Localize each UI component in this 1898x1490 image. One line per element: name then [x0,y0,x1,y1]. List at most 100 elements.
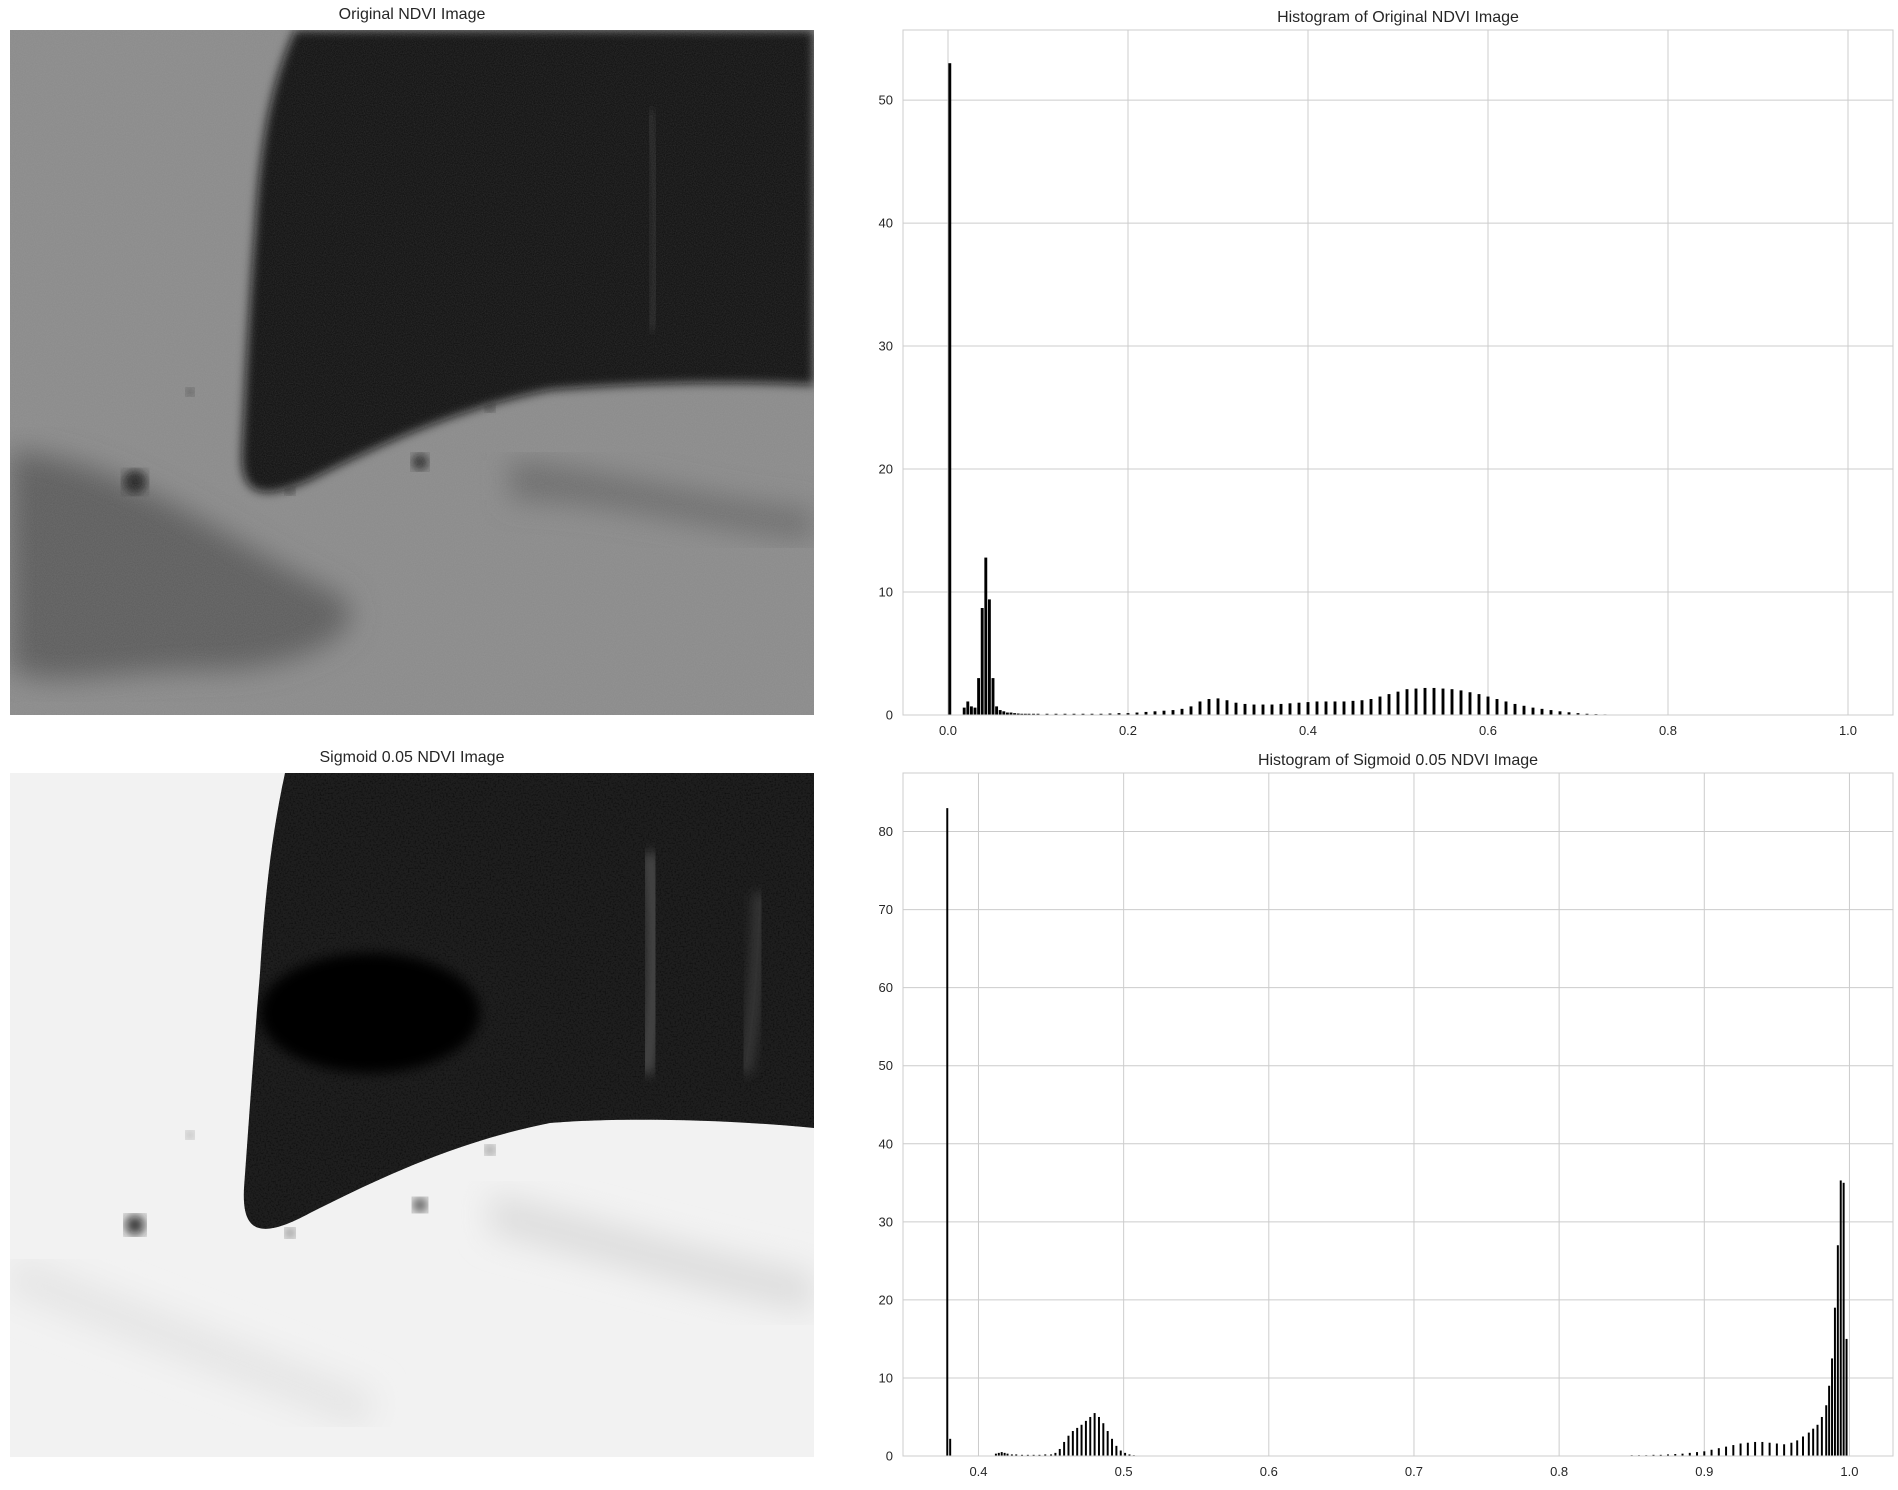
histogram-bar [988,599,991,715]
histogram-bar [1825,1405,1827,1456]
histogram-bar [1120,1451,1122,1456]
original-ndvi-image [10,30,814,715]
histogram-bar [949,1439,951,1456]
y-tick-label: 30 [879,1214,893,1229]
y-tick-label: 30 [879,339,893,354]
histogram-bar [1783,1444,1785,1456]
histogram-bar [946,808,948,1456]
x-tick-label: 0.9 [1695,1464,1713,1479]
histogram-bar [992,678,995,715]
chart-title: Histogram of Original NDVI Image [1277,9,1519,26]
histogram-bar [984,558,987,715]
histogram-bar [1696,1452,1698,1456]
histogram-bar [1415,689,1418,715]
histogram-bar [1316,701,1319,715]
histogram-bar [1802,1436,1804,1456]
histogram-bar [1208,699,1211,715]
histogram-bar [1821,1417,1823,1456]
x-tick-label: 0.8 [1659,723,1677,738]
histogram-sigmoid-chart: Histogram of Sigmoid 0.05 NDVI Image0.4 0… [860,745,1898,1490]
histogram-bar [1002,711,1005,715]
histogram-bar [1181,709,1184,715]
histogram-original-chart: Histogram of Original NDVI Image 0.0 0.2 0.… [860,0,1898,745]
histogram-bar [1478,694,1481,715]
histogram-bar [1271,705,1274,715]
histogram-bar [1550,710,1553,715]
histogram-bar [1837,1245,1839,1456]
histogram-bar [1487,697,1490,715]
histogram-bar [1081,1425,1083,1456]
x-tick-label: 0.6 [1260,1464,1278,1479]
histogram-bar [1460,690,1463,715]
y-tick-label: 40 [879,1136,893,1151]
x-tick-label: 0.2 [1119,723,1137,738]
histogram-bar [1115,1446,1117,1456]
histogram-bar [1072,1431,1074,1456]
histogram-bar [1505,701,1508,715]
histogram-bar [1843,1183,1845,1456]
histogram-bar [981,608,984,715]
histogram-bar [1244,704,1247,715]
histogram-bar [1089,1417,1091,1456]
histogram-bar [1067,1436,1069,1456]
axes-frame [903,773,1893,1456]
histogram-bar [1388,694,1391,715]
y-tick-label: 50 [879,1058,893,1073]
histogram-bar [1740,1444,1742,1456]
y-tick-label: 50 [879,93,893,108]
histogram-bar [1190,706,1193,715]
histogram-bar [1199,701,1202,715]
histogram-bar [1059,1449,1061,1456]
y-tick-label: 20 [879,462,893,477]
histogram-bar [1163,711,1166,715]
histogram-bar [1761,1442,1763,1456]
histogram-bar [1102,1423,1104,1456]
y-tick-label: 80 [879,824,893,839]
histogram-bar [1769,1443,1771,1456]
histogram-bar [1469,692,1472,715]
histogram-bar [1776,1444,1778,1456]
histogram-bar [1111,1439,1113,1456]
histogram-bar [1085,1421,1087,1456]
y-tick-label: 10 [879,585,893,600]
histogram-bar [1732,1445,1734,1456]
histogram-bar [1262,705,1265,715]
histogram-bar [1076,1428,1078,1456]
histogram-bar [1107,1431,1109,1456]
histogram-bar [1796,1440,1798,1456]
histogram-bar [1094,1413,1096,1456]
histogram-bar [1541,709,1544,715]
histogram-bar [1754,1442,1756,1456]
x-tick-label: 0.0 [939,723,957,738]
histogram-bar [1442,689,1445,715]
histogram-bar [1397,692,1400,715]
histogram-bar [1343,701,1346,715]
histogram-bar [1817,1425,1819,1456]
histogram-bar [1496,699,1499,715]
histogram-bar [966,701,969,715]
histogram-bar [1289,703,1292,715]
histogram-bar [1280,704,1283,715]
histogram-bar [1532,708,1535,715]
histogram-bar [1718,1448,1720,1456]
histogram-bar [1808,1433,1810,1456]
histogram-bar [1559,711,1562,715]
chart-title: Histogram of Sigmoid 0.05 NDVI Image [1258,752,1538,769]
x-tick-label: 0.5 [1115,1464,1133,1479]
histogram-bar [1235,703,1238,715]
y-tick-label: 10 [879,1370,893,1385]
histogram-bar [974,708,977,715]
x-tick-label: 1.0 [1839,723,1857,738]
x-tick-label: 0.7 [1405,1464,1423,1479]
histogram-bar [1831,1358,1833,1456]
histogram-bar [1226,700,1229,715]
histogram-bar [1828,1386,1830,1456]
histogram-bar [1406,689,1409,715]
sigmoid-ndvi-image [10,773,814,1457]
histogram-bar [1711,1450,1713,1456]
sigmoid-ndvi-render [10,773,814,1457]
original-ndvi-render [10,30,814,715]
original-image-title: Original NDVI Image [10,6,814,24]
histogram-bar [1424,688,1427,715]
histogram-bar [1370,699,1373,715]
